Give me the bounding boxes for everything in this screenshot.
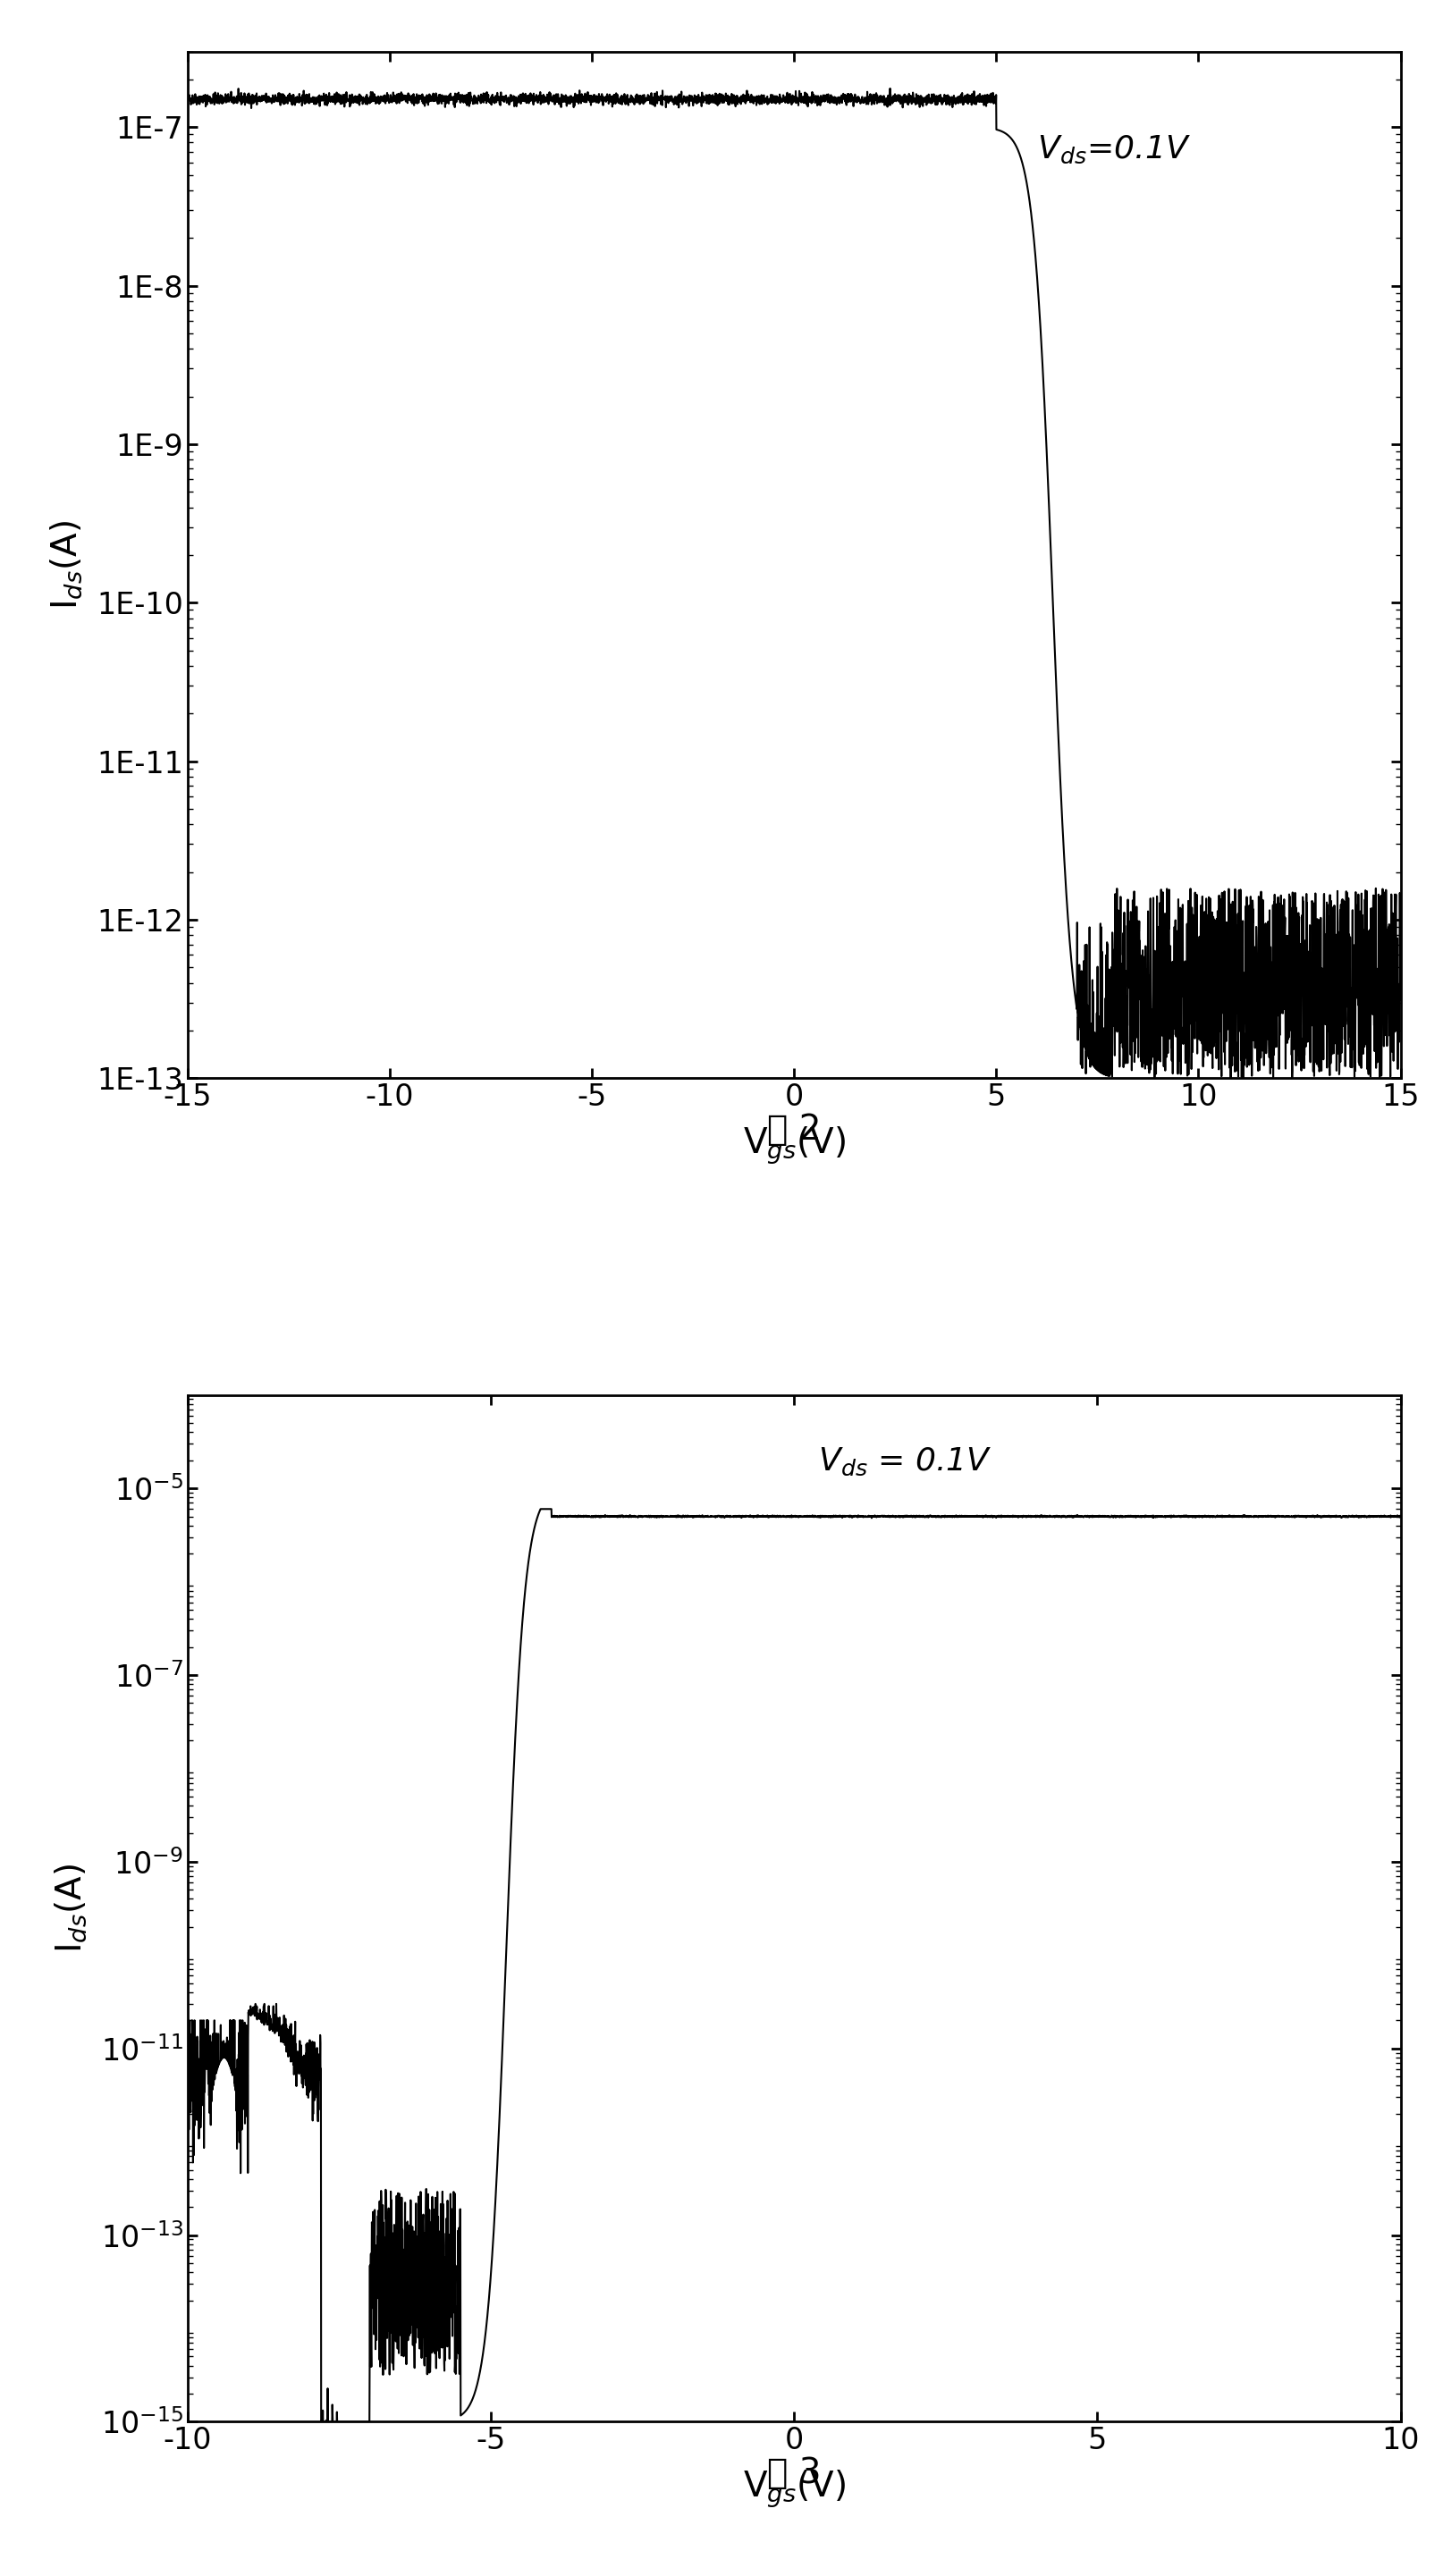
- Text: V$_{ds}$=0.1V: V$_{ds}$=0.1V: [1036, 134, 1189, 165]
- X-axis label: V$_{gs}$(V): V$_{gs}$(V): [742, 2468, 846, 2509]
- X-axis label: V$_{gs}$(V): V$_{gs}$(V): [742, 1126, 846, 1167]
- Text: V$_{ds}$ = 0.1V: V$_{ds}$ = 0.1V: [818, 1445, 991, 1479]
- Text: 图 3: 图 3: [766, 2455, 821, 2491]
- Text: 图 2: 图 2: [766, 1113, 821, 1146]
- Y-axis label: I$_{ds}$(A): I$_{ds}$(A): [53, 1862, 88, 1953]
- Y-axis label: I$_{ds}$(A): I$_{ds}$(A): [49, 520, 84, 611]
